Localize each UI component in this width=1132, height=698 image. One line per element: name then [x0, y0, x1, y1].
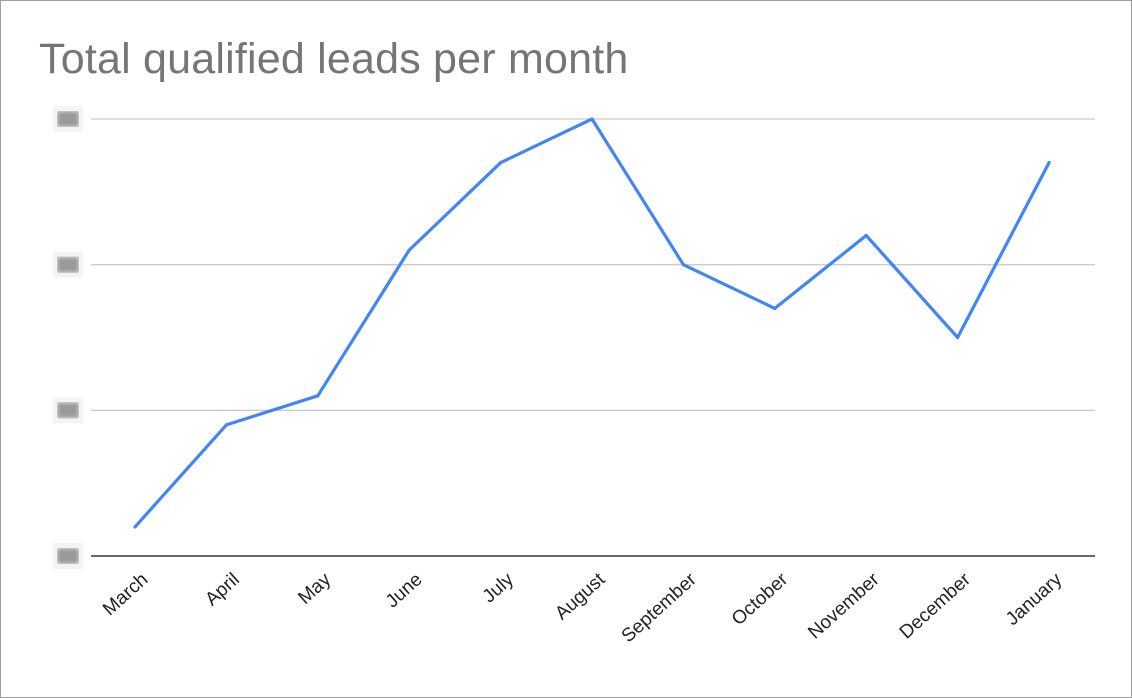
x-tick-label-september: September	[618, 569, 702, 647]
series-line-0	[133, 117, 1051, 529]
x-tick-layer: March April May June July August September Octo…	[99, 569, 1067, 647]
x-tick-label-november: November	[804, 569, 884, 644]
x-tick-label-april: April	[201, 569, 243, 610]
x-tick-label-july: July	[479, 569, 519, 608]
y-tick-label-obscured-3	[53, 106, 83, 132]
data-point-april	[224, 423, 228, 427]
data-point-january	[1047, 161, 1051, 165]
y-tick-label-obscured-1	[53, 397, 83, 424]
data-point-august	[590, 117, 594, 121]
data-point-july	[499, 161, 503, 165]
data-point-november	[864, 233, 868, 238]
y-tick-label-obscured-0	[53, 543, 83, 569]
data-point-may	[316, 394, 320, 398]
data-point-december	[956, 335, 960, 340]
x-tick-label-june: June	[382, 569, 427, 612]
x-tick-label-december: December	[896, 569, 976, 644]
series-layer	[133, 117, 1051, 529]
x-tick-label-august: August	[551, 569, 610, 625]
x-tick-label-may: May	[294, 569, 335, 609]
y-tick-layer	[53, 106, 83, 569]
y-tick-label-obscured-2	[53, 251, 83, 278]
data-point-september	[681, 263, 686, 267]
data-point-march	[133, 525, 137, 529]
x-tick-label-october: October	[728, 569, 793, 630]
x-tick-label-january: January	[1002, 569, 1067, 630]
chart-title: Total qualified leads per month	[39, 35, 629, 83]
data-point-june	[407, 248, 411, 252]
x-tick-label-march: March	[99, 569, 152, 620]
grid-layer	[91, 118, 1095, 557]
data-point-october	[773, 306, 777, 310]
